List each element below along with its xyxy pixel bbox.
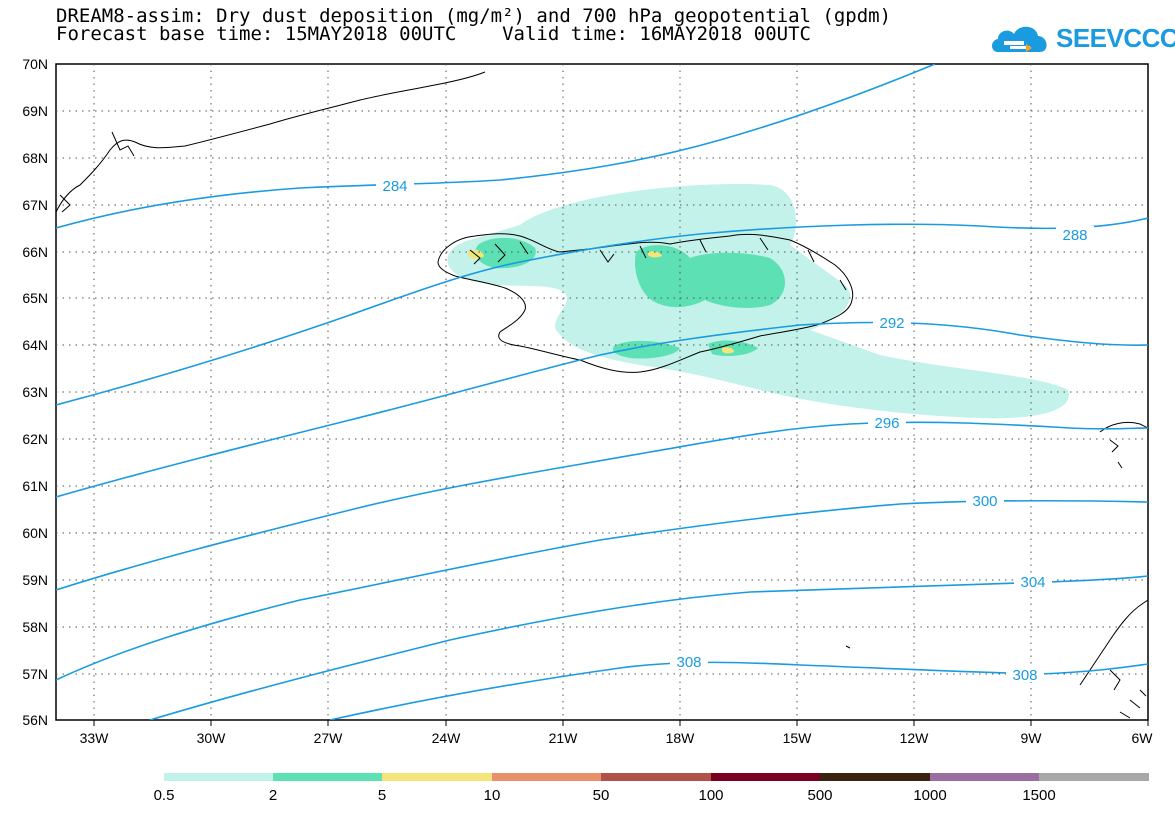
lat-label-66n: 66N bbox=[22, 244, 48, 260]
legend-label-2: 2 bbox=[268, 787, 278, 804]
legend-swatch-0 bbox=[164, 773, 274, 781]
lat-label-61n: 61N bbox=[22, 478, 48, 494]
contour-308 bbox=[329, 661, 1148, 720]
lon-label-9w: 9W bbox=[1020, 730, 1042, 746]
lat-label-60n: 60N bbox=[22, 525, 48, 541]
contour-label-284: 284 bbox=[382, 178, 407, 195]
legend-swatch-1 bbox=[273, 773, 383, 781]
legend-swatch-2 bbox=[382, 773, 492, 781]
lon-label-27w: 27W bbox=[313, 730, 343, 746]
coast-rockall bbox=[845, 645, 851, 649]
lon-label-12w: 12W bbox=[899, 730, 929, 746]
seevccc-logo-text: SEEVCCC bbox=[1056, 23, 1175, 53]
contour-label-288: 288 bbox=[1062, 227, 1087, 244]
dust-deposition-shading bbox=[447, 184, 1069, 419]
lat-label-59n: 59N bbox=[22, 572, 48, 588]
coast-faroes bbox=[1099, 421, 1148, 469]
contour-288 bbox=[56, 217, 1148, 406]
coast-iceland-fjords bbox=[469, 237, 847, 291]
lon-label-33w: 33W bbox=[79, 730, 109, 746]
lat-label-58n: 58N bbox=[22, 619, 48, 635]
legend-label-100: 100 bbox=[698, 787, 724, 804]
lon-label-6w: 6W bbox=[1131, 730, 1153, 746]
legend-label-500: 500 bbox=[807, 787, 833, 804]
legend-swatch-5 bbox=[711, 773, 821, 781]
map-graticule bbox=[56, 64, 1148, 720]
coast-scotland bbox=[1079, 599, 1148, 719]
lat-label-64n: 64N bbox=[22, 337, 48, 353]
contour-296 bbox=[56, 421, 1148, 591]
legend-swatch-7 bbox=[930, 773, 1040, 781]
lon-label-15w: 15W bbox=[782, 730, 812, 746]
seevccc-logo-cloud-icon bbox=[992, 26, 1047, 52]
lat-label-63n: 63N bbox=[22, 384, 48, 400]
legend-label-5: 5 bbox=[377, 787, 387, 804]
coast-greenland bbox=[56, 71, 486, 213]
legend-swatch-3 bbox=[492, 773, 602, 781]
legend-label-0.5: 0.5 bbox=[153, 787, 175, 804]
contour-label-308-east: 308 bbox=[1012, 667, 1037, 684]
lat-label-68n: 68N bbox=[22, 150, 48, 166]
lat-label-62n: 62N bbox=[22, 431, 48, 447]
contour-label-304: 304 bbox=[1020, 574, 1045, 591]
contour-label-292: 292 bbox=[879, 315, 904, 332]
map-title-line2: Forecast base time: 15MAY2018 00UTC Vali… bbox=[56, 23, 811, 45]
lat-label-69n: 69N bbox=[22, 103, 48, 119]
lat-label-70n: 70N bbox=[22, 56, 48, 72]
coast-greenland-inner bbox=[59, 131, 135, 213]
contour-label-296: 296 bbox=[874, 415, 899, 432]
lat-label-67n: 67N bbox=[22, 197, 48, 213]
legend-label-50: 50 bbox=[592, 787, 610, 804]
lat-label-57n: 57N bbox=[22, 666, 48, 682]
lat-label-65n: 65N bbox=[22, 290, 48, 306]
contour-284 bbox=[56, 64, 936, 229]
lat-label-56n: 56N bbox=[22, 712, 48, 728]
legend-label-10: 10 bbox=[483, 787, 501, 804]
coastlines bbox=[56, 71, 1148, 719]
legend-swatch-8 bbox=[1039, 773, 1149, 781]
contour-label-300: 300 bbox=[972, 493, 997, 510]
geopotential-contours bbox=[56, 64, 1148, 720]
contour-label-308-west: 308 bbox=[676, 654, 701, 671]
map-title-line1: DREAM8-assim: Dry dust deposition (mg/m²… bbox=[56, 5, 892, 27]
legend-swatch-6 bbox=[820, 773, 930, 781]
contour-292 bbox=[56, 321, 1148, 498]
legend-label-1000: 1000 bbox=[913, 787, 947, 804]
lon-label-21w: 21W bbox=[548, 730, 578, 746]
lon-label-24w: 24W bbox=[431, 730, 461, 746]
contour-300 bbox=[56, 499, 1148, 681]
legend-swatch-4 bbox=[601, 773, 711, 781]
lon-label-18w: 18W bbox=[665, 730, 695, 746]
lon-label-30w: 30W bbox=[196, 730, 226, 746]
legend-label-1500: 1500 bbox=[1022, 787, 1056, 804]
